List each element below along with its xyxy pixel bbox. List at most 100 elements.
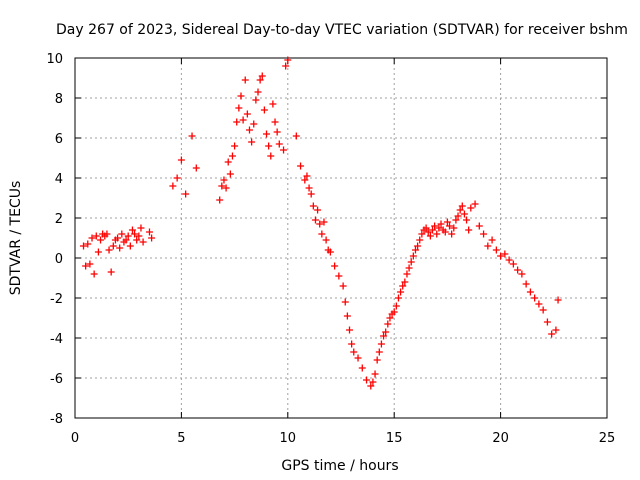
data-point [363,376,371,384]
data-point [326,248,334,256]
data-point [492,246,500,254]
data-point [126,242,134,250]
data-point [343,312,351,320]
data-point [131,230,139,238]
data-point [350,348,358,356]
data-point [335,272,343,280]
data-point [526,288,534,296]
data-point [250,120,258,128]
data-point [380,332,388,340]
data-point [301,176,309,184]
data-point [484,242,492,250]
data-point [331,262,339,270]
data-point [384,320,392,328]
data-point [265,142,273,150]
data-point [422,224,430,232]
chart-title: Day 267 of 2023, Sidereal Day-to-day VTE… [56,22,628,38]
data-point [554,296,562,304]
axis-ticks: 0 5 10 15 20 25 -8 -6 -4 -2 0 2 4 6 8 10 [46,52,615,446]
data-point [311,216,319,224]
data-point [456,206,464,214]
data-point [509,260,517,268]
grid-lines [75,58,607,418]
data-point [397,288,405,296]
data-point [418,230,426,238]
data-point [433,230,441,238]
data-point [284,56,292,64]
data-point [322,236,330,244]
data-point [403,270,411,278]
data-point [273,128,281,136]
data-point [169,182,177,190]
data-point [92,232,100,240]
y-tick-label: 8 [55,92,63,107]
data-point [431,222,439,230]
data-point [501,250,509,258]
data-point [88,234,96,242]
y-tick-label: -2 [50,292,63,307]
data-point [518,270,526,278]
data-point [254,88,262,96]
data-point [135,232,143,240]
x-tick-label: 10 [280,431,297,446]
data-point [467,204,475,212]
data-point [435,224,443,232]
data-point [367,382,375,390]
x-tick-label: 25 [599,431,616,446]
data-point [260,106,268,114]
data-point [222,184,230,192]
data-point [463,216,471,224]
data-point [320,218,328,226]
data-point [103,230,111,238]
data-point [460,210,468,218]
data-point [480,230,488,238]
data-point [292,132,300,140]
data-point [82,262,90,270]
data-point [375,348,383,356]
data-point [316,220,324,228]
data-point [258,72,266,80]
data-point [122,236,130,244]
data-point [241,76,249,84]
data-point [239,116,247,124]
data-point [282,62,290,70]
data-point [252,96,260,104]
y-tick-label: -6 [50,372,63,387]
data-point [392,302,400,310]
data-point [548,330,556,338]
data-point [448,230,456,238]
data-point [452,216,460,224]
data-point [543,318,551,326]
data-point [80,242,88,250]
data-point [382,328,390,336]
data-point [84,240,92,248]
data-point [341,298,349,306]
data-point [148,234,156,242]
data-point [354,354,362,362]
data-point [263,130,271,138]
data-point [358,364,366,372]
data-point [465,226,473,234]
data-point [409,252,417,260]
data-point [414,242,422,250]
data-point [271,118,279,126]
data-point [539,306,547,314]
data-point [237,92,245,100]
data-point [416,236,424,244]
y-tick-label: 0 [55,252,63,267]
data-point [105,246,113,254]
data-point [133,236,141,244]
y-tick-label: 10 [46,52,63,67]
data-point [475,222,483,230]
x-tick-label: 15 [386,431,403,446]
data-point [314,206,322,214]
data-point [233,118,241,126]
data-point [128,226,136,234]
data-point [118,230,126,238]
data-point [552,326,560,334]
data-point [535,300,543,308]
data-point [437,220,445,228]
data-point [216,196,224,204]
x-tick-label: 20 [492,431,509,446]
